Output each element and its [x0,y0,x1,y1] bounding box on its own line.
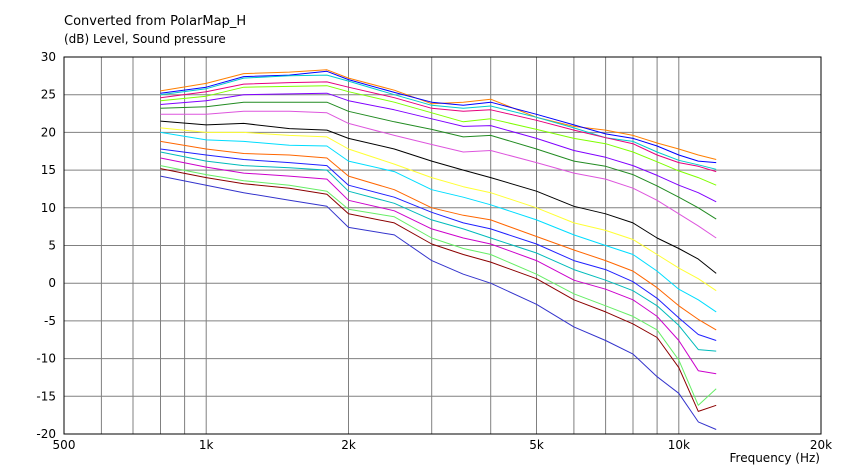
gridlines [64,57,821,434]
series-line-15 [160,157,717,375]
series-line-10 [160,127,717,292]
y-axis-label: (dB) Level, Sound pressure [64,32,226,46]
series-line-6 [160,92,717,203]
series-line-13 [160,148,717,341]
series-line-2 [160,70,717,164]
chart-title: Converted from PolarMap_H [64,14,246,29]
series-line-17 [160,168,717,412]
y-tick-labels: 30 25 20 15 10 5 0 -5 -10 -15 -20 [36,50,56,441]
y-tick-label: 10 [41,201,56,215]
series-line-11 [160,131,717,313]
x-tick-label: 500 [53,438,76,452]
plot-frame [63,56,822,435]
x-tick-label: 10k [668,438,690,452]
series-line-12 [160,140,717,331]
x-axis-label: Frequency (Hz) [730,451,821,465]
y-tick-label: 15 [41,163,56,177]
y-tick-label: -15 [36,389,56,403]
series-line-3 [160,74,717,170]
series-line-5 [160,85,717,186]
y-tick-label: 0 [48,276,56,290]
y-tick-label: -5 [44,314,56,328]
x-tick-label: 5k [529,438,544,452]
y-tick-label: 25 [41,88,56,102]
series-line-7 [160,101,717,220]
x-tick-label: 1k [199,438,214,452]
y-tick-label: 5 [48,239,56,253]
x-tick-label: 20k [810,438,832,452]
series-line-9 [160,120,717,274]
series-line-4 [160,81,717,173]
series-group [160,69,717,430]
series-line-18 [160,175,717,430]
y-tick-label: -10 [36,352,56,366]
series-line-16 [160,165,717,406]
y-tick-label: 20 [41,125,56,139]
series-line-8 [160,110,717,239]
x-tick-label: 2k [341,438,356,452]
series-line-14 [160,151,717,352]
series-line-1 [160,69,717,160]
x-tick-labels: 500 1k 2k 5k 10k 20k [53,438,833,452]
y-tick-label: 30 [41,50,56,64]
y-tick-label: -20 [36,427,56,441]
